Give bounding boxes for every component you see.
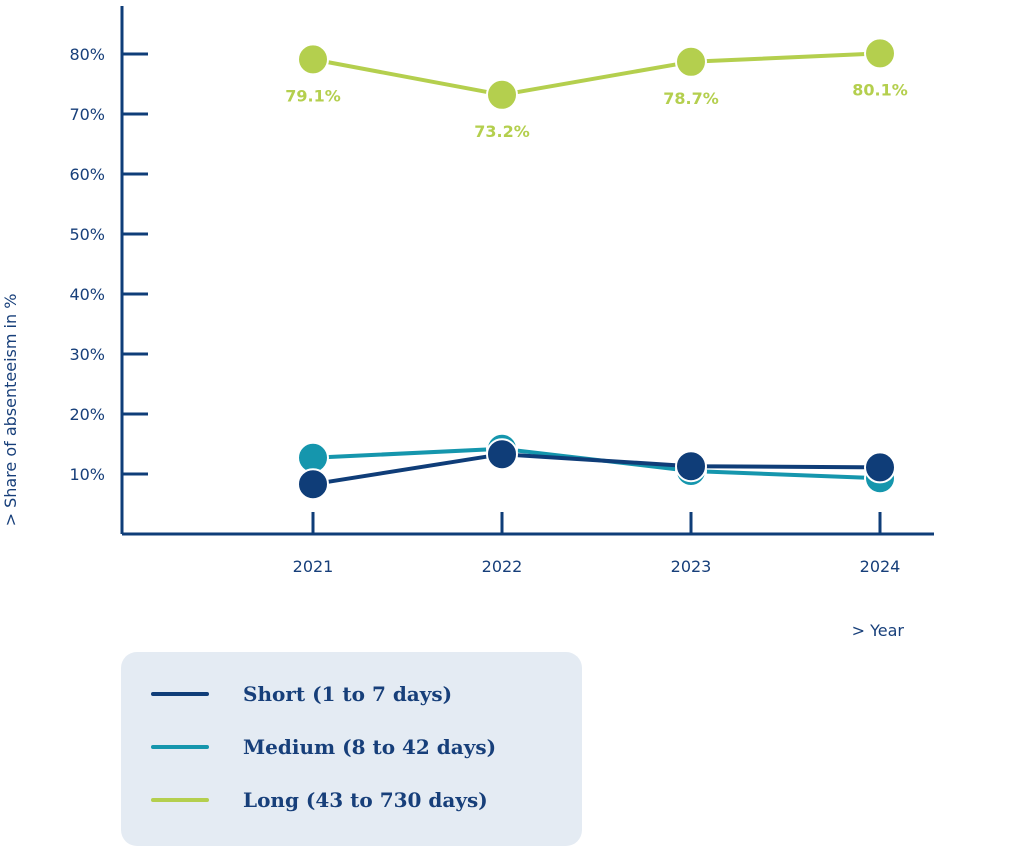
legend-swatch-short bbox=[151, 692, 209, 696]
series-line bbox=[311, 446, 882, 481]
y-tick-label: 80% bbox=[69, 45, 105, 64]
y-tick-label: 50% bbox=[69, 225, 105, 244]
legend-item-medium: Medium (8 to 42 days) bbox=[151, 735, 496, 759]
legend-swatch-long bbox=[151, 798, 209, 802]
y-tick-label: 10% bbox=[69, 465, 105, 484]
data-point bbox=[486, 438, 518, 471]
series-line bbox=[311, 51, 882, 97]
data-point bbox=[486, 78, 518, 111]
legend-label-long: Long (43 to 730 days) bbox=[243, 788, 488, 812]
x-tick-label: 2022 bbox=[482, 557, 523, 576]
data-point bbox=[297, 468, 329, 501]
y-tick-label: 40% bbox=[69, 285, 105, 304]
data-label: 73.2% bbox=[474, 122, 530, 141]
y-axis-title: > Share of absenteeism in % bbox=[1, 294, 20, 527]
y-tick-label: 30% bbox=[69, 345, 105, 364]
x-axis-title: > Year bbox=[852, 621, 905, 640]
series-line bbox=[311, 452, 882, 487]
legend: Short (1 to 7 days) Medium (8 to 42 days… bbox=[121, 652, 582, 846]
legend-label-short: Short (1 to 7 days) bbox=[243, 682, 453, 706]
legend-item-long: Long (43 to 730 days) bbox=[151, 788, 488, 812]
legend-label-medium: Medium (8 to 42 days) bbox=[243, 735, 497, 759]
data-point bbox=[675, 450, 707, 483]
x-tick-label: 2021 bbox=[293, 557, 334, 576]
legend-swatch-medium bbox=[151, 745, 209, 749]
legend-item-short: Short (1 to 7 days) bbox=[151, 682, 452, 706]
data-label: 80.1% bbox=[852, 80, 908, 99]
y-tick-label: 70% bbox=[69, 105, 105, 124]
y-tick-label: 60% bbox=[69, 165, 105, 184]
x-tick-label: 2024 bbox=[860, 557, 901, 576]
data-point bbox=[675, 45, 707, 78]
data-label: 79.1% bbox=[285, 86, 341, 105]
x-tick-label: 2023 bbox=[671, 557, 712, 576]
data-label: 78.7% bbox=[663, 89, 719, 108]
data-point bbox=[864, 451, 896, 484]
y-tick-label: 20% bbox=[69, 405, 105, 424]
data-point bbox=[297, 43, 329, 76]
data-point bbox=[864, 37, 896, 70]
